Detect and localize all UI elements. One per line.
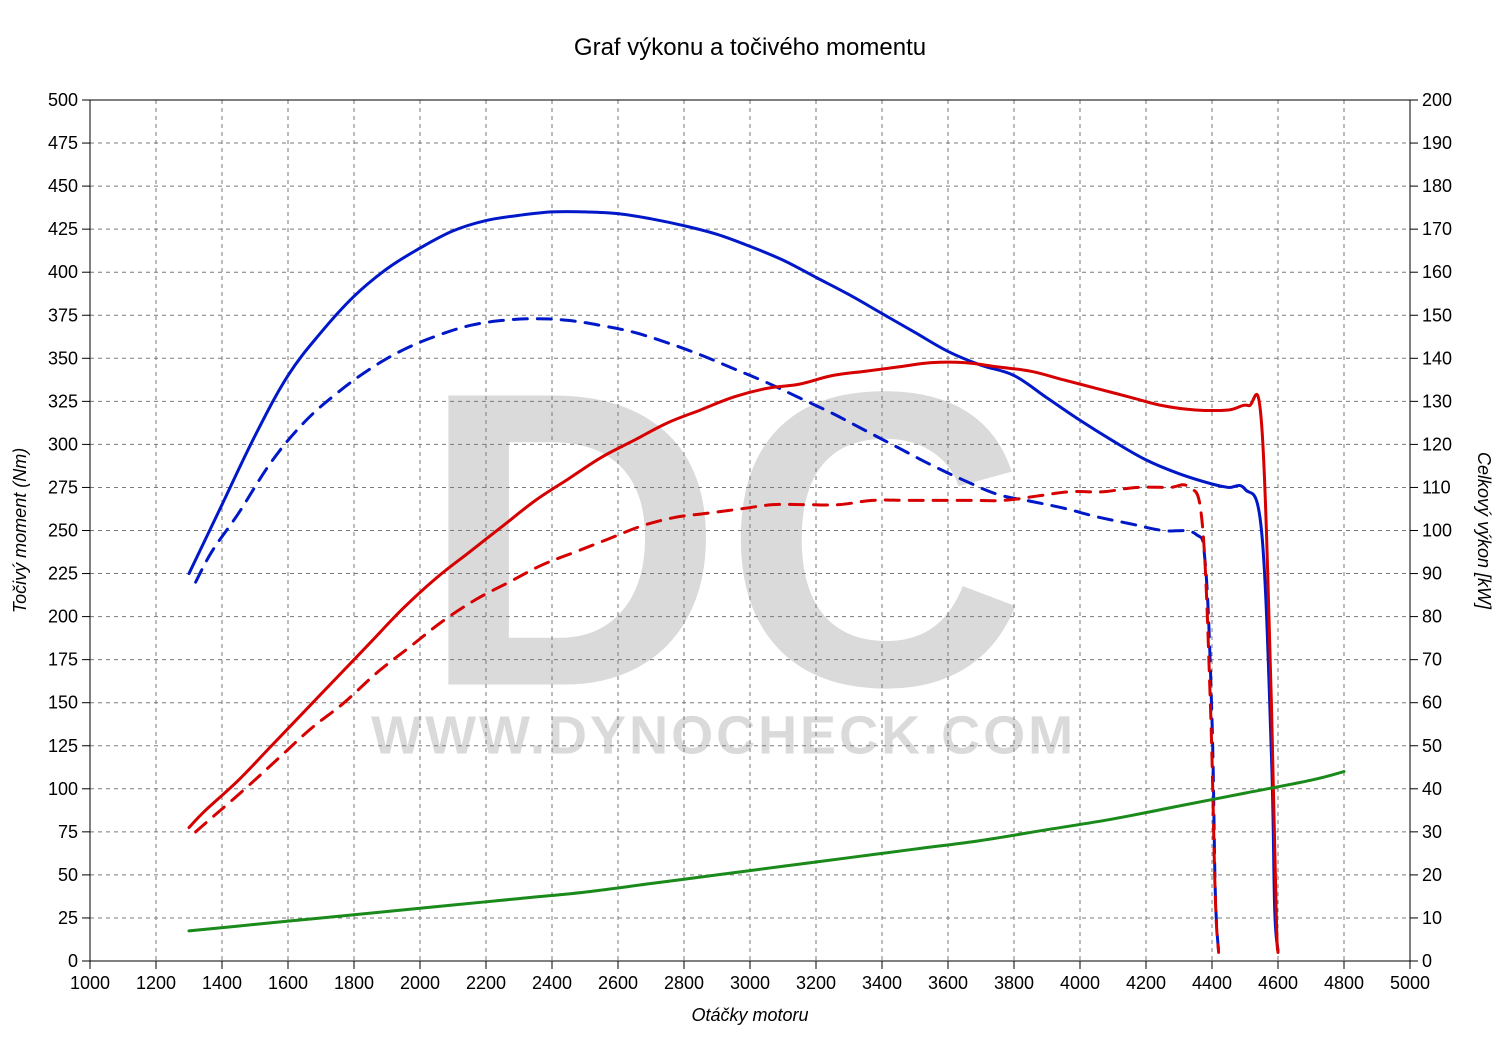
y-left-tick-label: 250 [48,521,78,541]
y-left-tick-label: 200 [48,607,78,627]
x-tick-label: 2000 [400,973,440,993]
chart-svg: DCWWW.DYNOCHECK.COM100012001400160018002… [0,0,1500,1041]
y-left-tick-label: 475 [48,133,78,153]
y-left-tick-label: 275 [48,477,78,497]
watermark: DCWWW.DYNOCHECK.COM [371,306,1076,775]
x-tick-label: 1800 [334,973,374,993]
x-tick-label: 4200 [1126,973,1166,993]
y-left-tick-label: 0 [68,951,78,971]
y-right-tick-label: 200 [1422,90,1452,110]
y-right-tick-label: 110 [1422,477,1451,497]
x-tick-label: 3400 [862,973,902,993]
y-right-tick-label: 190 [1422,133,1452,153]
y-right-tick-label: 0 [1422,951,1432,971]
x-tick-label: 1600 [268,973,308,993]
x-tick-label: 2600 [598,973,638,993]
y-left-tick-label: 175 [48,650,78,670]
dyno-chart: DCWWW.DYNOCHECK.COM100012001400160018002… [0,0,1500,1041]
x-tick-label: 4600 [1258,973,1298,993]
y-right-tick-label: 20 [1422,865,1442,885]
y-right-tick-label: 180 [1422,176,1452,196]
y-left-tick-label: 450 [48,176,78,196]
y-right-tick-label: 70 [1422,650,1442,670]
y-right-tick-label: 170 [1422,219,1452,239]
x-tick-label: 3800 [994,973,1034,993]
y-right-tick-label: 160 [1422,262,1452,282]
y-right-tick-label: 90 [1422,564,1442,584]
x-tick-label: 4800 [1324,973,1364,993]
y-left-tick-label: 150 [48,693,78,713]
x-tick-label: 2400 [532,973,572,993]
x-tick-label: 1000 [70,973,110,993]
y-right-tick-label: 60 [1422,693,1442,713]
y-left-tick-label: 375 [48,305,78,325]
y-right-tick-label: 130 [1422,391,1452,411]
x-tick-label: 2200 [466,973,506,993]
x-tick-label: 2800 [664,973,704,993]
y-right-tick-label: 120 [1422,434,1452,454]
y-right-tick-label: 140 [1422,348,1452,368]
y-left-tick-label: 350 [48,348,78,368]
watermark-main: DC [420,306,1027,775]
chart-title: Graf výkonu a točivého momentu [574,34,926,61]
y-right-tick-label: 80 [1422,607,1442,627]
y-left-tick-label: 325 [48,391,78,411]
y-right-tick-label: 100 [1422,521,1452,541]
x-tick-label: 3000 [730,973,770,993]
y-right-tick-label: 50 [1422,736,1442,756]
x-tick-label: 3600 [928,973,968,993]
x-tick-label: 4400 [1192,973,1232,993]
x-axis-label: Otáčky motoru [691,1005,808,1025]
y-right-tick-label: 30 [1422,822,1442,842]
x-tick-label: 5000 [1390,973,1430,993]
y-left-tick-label: 425 [48,219,78,239]
y-left-tick-label: 75 [58,822,78,842]
y-left-tick-label: 400 [48,262,78,282]
y-left-tick-label: 500 [48,90,78,110]
y-right-tick-label: 40 [1422,779,1442,799]
x-tick-label: 1200 [136,973,176,993]
x-tick-label: 1400 [202,973,242,993]
x-tick-label: 3200 [796,973,836,993]
y-left-tick-label: 225 [48,564,78,584]
y-right-tick-label: 10 [1422,908,1442,928]
y-left-axis-label: Točivý moment (Nm) [10,448,30,613]
watermark-url: WWW.DYNOCHECK.COM [371,706,1076,766]
y-left-tick-label: 50 [58,865,78,885]
y-left-tick-label: 300 [48,434,78,454]
y-left-tick-label: 25 [58,908,78,928]
x-tick-label: 4000 [1060,973,1100,993]
y-right-tick-label: 150 [1422,305,1452,325]
y-right-axis-label: Celkový výkon [kW] [1474,452,1494,610]
y-left-tick-label: 125 [48,736,78,756]
y-left-tick-label: 100 [48,779,78,799]
